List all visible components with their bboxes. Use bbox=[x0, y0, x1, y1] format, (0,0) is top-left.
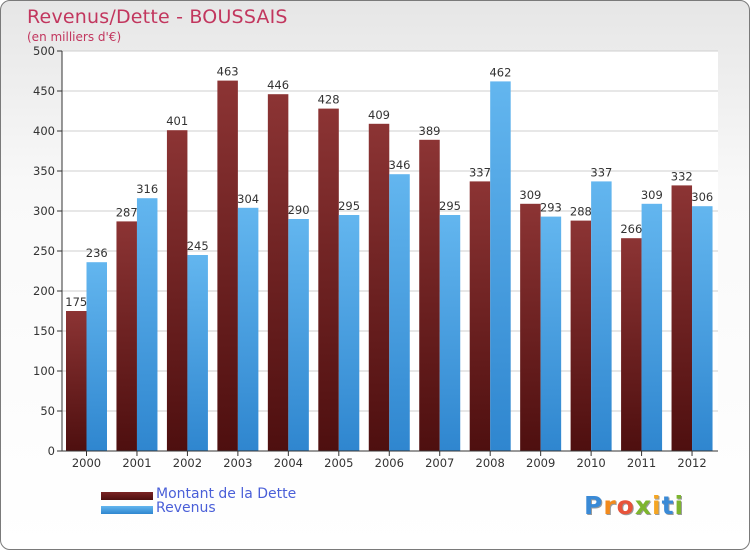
x-tick-label-2007: 2007 bbox=[425, 456, 454, 470]
legend-swatch-dette bbox=[101, 492, 153, 500]
data-label-dette-2002: 401 bbox=[166, 114, 188, 128]
data-label-revenus-2010: 337 bbox=[590, 165, 612, 179]
bar-revenus-2001 bbox=[136, 198, 158, 451]
bar-revenus-2008 bbox=[490, 81, 511, 452]
bar-revenus-2007 bbox=[439, 215, 461, 451]
x-tick-label-2010: 2010 bbox=[576, 456, 605, 470]
chart-title: Revenus/Dette - BOUSSAIS bbox=[27, 6, 288, 28]
data-label-revenus-2003: 304 bbox=[237, 192, 259, 206]
bars bbox=[66, 80, 713, 452]
bar-revenus-2010 bbox=[591, 181, 612, 451]
data-label-revenus-2006: 346 bbox=[389, 158, 411, 172]
data-label-revenus-2011: 309 bbox=[641, 188, 663, 202]
chart-subtitle: (en milliers d'€) bbox=[27, 30, 122, 44]
bar-revenus-2012 bbox=[692, 206, 713, 451]
bar-dette-2011 bbox=[621, 238, 642, 451]
data-label-revenus-2001: 316 bbox=[136, 182, 158, 196]
x-tick-label-2006: 2006 bbox=[375, 456, 404, 470]
y-tick-label: 250 bbox=[33, 244, 55, 258]
bar-dette-2003 bbox=[217, 80, 238, 451]
y-tick-label: 150 bbox=[33, 324, 55, 338]
bar-revenus-2000 bbox=[86, 262, 107, 451]
x-tick-label-2003: 2003 bbox=[223, 456, 252, 470]
y-tick-label: 300 bbox=[33, 204, 55, 218]
data-labels: 175 236 287 316 401 245 463 304 446 290 428 295 409 3… bbox=[65, 65, 713, 309]
bar-dette-2010 bbox=[570, 220, 592, 451]
data-label-revenus-2009: 293 bbox=[540, 201, 562, 215]
data-label-dette-2006: 409 bbox=[368, 108, 390, 122]
bar-revenus-2009 bbox=[540, 216, 562, 451]
data-label-dette-2011: 266 bbox=[620, 222, 642, 236]
bar-dette-2000 bbox=[66, 311, 87, 451]
legend-swatch-revenus bbox=[101, 506, 153, 514]
bar-revenus-2002 bbox=[187, 255, 208, 451]
bar-revenus-2011 bbox=[641, 203, 663, 451]
data-label-dette-2004: 446 bbox=[267, 78, 289, 92]
data-label-revenus-2005: 295 bbox=[338, 199, 360, 213]
bar-dette-2004 bbox=[267, 94, 289, 451]
y-tick-label: 350 bbox=[33, 164, 55, 178]
y-tick-label: 450 bbox=[33, 84, 55, 98]
data-label-dette-2005: 428 bbox=[318, 93, 340, 107]
y-tick-label: 100 bbox=[33, 364, 55, 378]
x-tick-label-2008: 2008 bbox=[476, 456, 505, 470]
data-label-revenus-2000: 236 bbox=[86, 246, 108, 260]
bar-dette-2012 bbox=[671, 185, 693, 451]
bar-revenus-2004 bbox=[288, 219, 309, 451]
x-tick-label-2004: 2004 bbox=[274, 456, 303, 470]
data-label-dette-2008: 337 bbox=[469, 165, 491, 179]
data-label-dette-2009: 309 bbox=[519, 188, 541, 202]
bar-dette-2006 bbox=[368, 123, 390, 452]
x-tick-label-2012: 2012 bbox=[677, 456, 706, 470]
legend-label-dette: Montant de la Dette bbox=[156, 486, 297, 502]
data-label-revenus-2008: 462 bbox=[489, 65, 511, 79]
x-tick-label-2005: 2005 bbox=[324, 456, 353, 470]
x-tick-label-2002: 2002 bbox=[173, 456, 202, 470]
data-label-dette-2003: 463 bbox=[217, 65, 239, 79]
data-label-dette-2001: 287 bbox=[116, 205, 138, 219]
data-label-revenus-2004: 290 bbox=[288, 203, 310, 217]
bar-revenus-2006 bbox=[389, 174, 410, 451]
data-label-dette-2000: 175 bbox=[65, 295, 87, 309]
bar-dette-2007 bbox=[419, 139, 440, 452]
data-label-dette-2010: 288 bbox=[570, 205, 592, 219]
y-tick-label: 0 bbox=[48, 444, 55, 458]
x-tick-label-2011: 2011 bbox=[627, 456, 656, 470]
y-tick-label: 500 bbox=[33, 44, 55, 58]
data-label-revenus-2002: 245 bbox=[187, 239, 209, 253]
bar-dette-2002 bbox=[166, 130, 188, 451]
legend-label-revenus: Revenus bbox=[156, 500, 216, 516]
data-label-revenus-2012: 306 bbox=[691, 190, 713, 204]
y-tick-label: 50 bbox=[40, 404, 55, 418]
proxiti-logo: Proxiti bbox=[584, 491, 685, 520]
bar-dette-2005 bbox=[318, 108, 339, 451]
bar-revenus-2005 bbox=[338, 215, 360, 451]
x-tick-label-2009: 2009 bbox=[526, 456, 555, 470]
x-tick-label-2001: 2001 bbox=[122, 456, 151, 470]
x-tick-label-2000: 2000 bbox=[72, 456, 101, 470]
data-label-revenus-2007: 295 bbox=[439, 199, 461, 213]
y-tick-label: 200 bbox=[33, 284, 55, 298]
y-tick-label: 400 bbox=[33, 124, 55, 138]
bar-dette-2008 bbox=[469, 181, 491, 451]
data-label-dette-2007: 389 bbox=[419, 124, 441, 138]
data-label-dette-2012: 332 bbox=[671, 169, 693, 183]
bar-dette-2009 bbox=[520, 203, 541, 451]
axes: 0 50 100 150 200 250 300 350 400 450 500 2000 2001 20… bbox=[33, 44, 718, 470]
bar-revenus-2003 bbox=[237, 207, 259, 451]
bar-dette-2001 bbox=[116, 221, 137, 451]
